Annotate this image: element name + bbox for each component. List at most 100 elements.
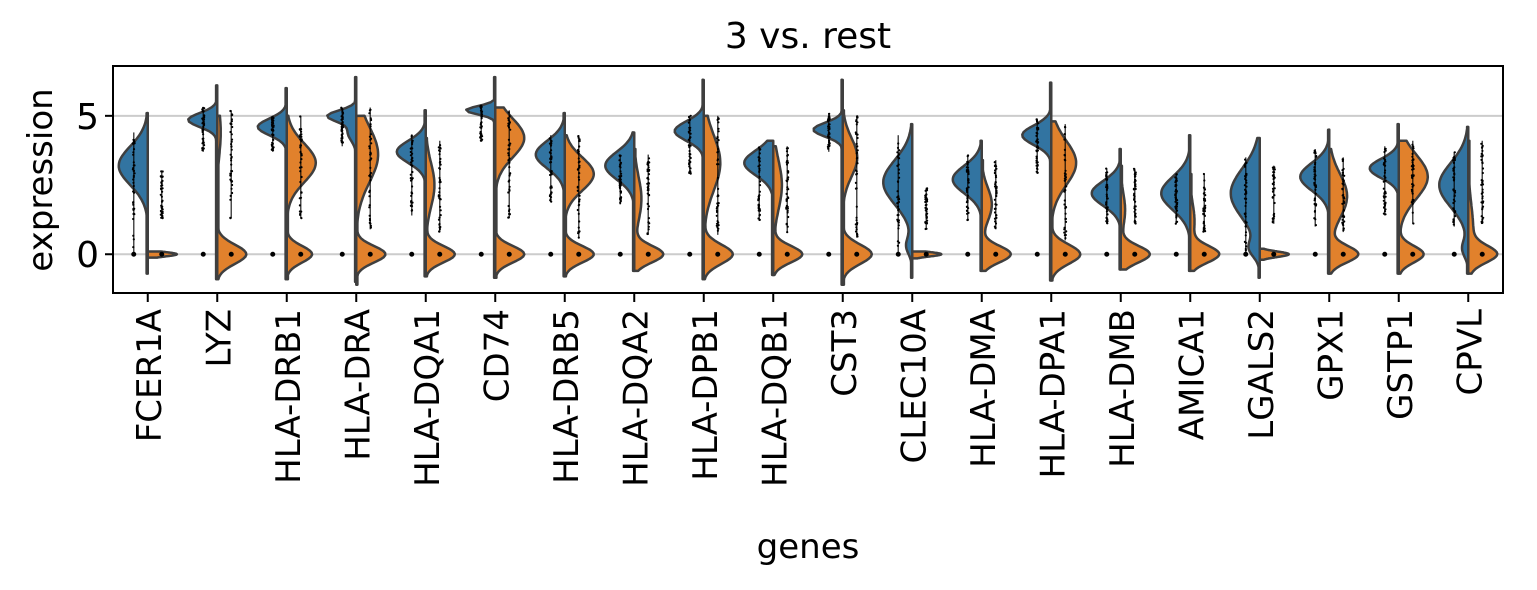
violin-HLA-DQA2 xyxy=(604,131,665,273)
violin-FCER1A xyxy=(117,111,179,275)
data-point xyxy=(367,251,373,257)
data-point xyxy=(131,251,137,257)
violin-half-rest xyxy=(1050,120,1082,282)
data-point xyxy=(645,251,651,257)
x-tick-label: HLA-DQA2 xyxy=(616,309,656,487)
data-point xyxy=(715,251,721,257)
violin-AMICA1 xyxy=(1160,133,1221,273)
x-tick-label: HLA-DQB1 xyxy=(755,309,795,487)
data-point xyxy=(1340,251,1346,257)
violin-half-group-3 xyxy=(117,111,149,275)
violin-half-rest xyxy=(355,114,387,286)
data-point xyxy=(1479,251,1485,257)
data-point xyxy=(298,251,304,257)
data-point xyxy=(687,251,693,257)
data-point xyxy=(437,251,443,257)
violin-CPVL xyxy=(1438,125,1499,275)
violin-HLA-DPB1 xyxy=(673,78,735,281)
violin-CST3 xyxy=(812,78,874,286)
data-point xyxy=(576,251,582,257)
violin-half-rest xyxy=(980,158,1013,273)
data-point xyxy=(270,251,276,257)
violin-GPX1 xyxy=(1299,128,1360,275)
data-point xyxy=(1451,251,1457,257)
x-tick-label: HLA-DRB1 xyxy=(269,309,309,484)
data-point xyxy=(965,251,971,257)
gridlines xyxy=(113,114,1503,256)
violin-LGALS2 xyxy=(1229,136,1291,280)
x-tick-label: CLEC10A xyxy=(894,309,934,463)
violin-half-rest xyxy=(1189,172,1221,273)
data-point xyxy=(895,251,901,257)
x-tick-label: GPX1 xyxy=(1311,309,1351,401)
data-point xyxy=(1312,251,1318,257)
data-point xyxy=(339,251,345,257)
violin-half-rest xyxy=(216,114,248,281)
data-point xyxy=(1243,251,1249,257)
violin-half-group-3 xyxy=(673,78,705,281)
violin-HLA-DQA1 xyxy=(395,109,457,278)
x-tick-label: CST3 xyxy=(825,309,865,397)
x-tick-label: HLA-DMA xyxy=(964,309,1004,468)
x-tick-label: HLA-DQA1 xyxy=(408,309,448,487)
plot-frame xyxy=(112,65,1504,294)
x-tick-label: HLA-DMB xyxy=(1103,309,1143,468)
violin-CLEC10A xyxy=(882,122,943,280)
violin-half-group-3 xyxy=(1021,81,1053,282)
violin-half-rest xyxy=(424,136,457,278)
x-tick-label: CPVL xyxy=(1450,309,1490,396)
violin-half-rest xyxy=(494,106,526,280)
x-tick-label: CD74 xyxy=(477,309,517,402)
data-point xyxy=(409,251,415,257)
data-point xyxy=(1104,251,1110,257)
data-point xyxy=(506,251,512,257)
data-point xyxy=(228,251,234,257)
x-tick-label: HLA-DRB5 xyxy=(547,309,587,484)
violin-half-rest xyxy=(1467,139,1499,275)
x-tick-label: FCER1A xyxy=(130,309,170,442)
x-tick-label: LGALS2 xyxy=(1242,309,1282,440)
y-tick-label: 5 xyxy=(76,97,99,138)
violin-half-rest xyxy=(563,133,596,278)
violin-half-rest xyxy=(633,147,665,273)
violin-LYZ xyxy=(187,84,248,281)
violin-half-rest xyxy=(1119,164,1152,271)
violins xyxy=(117,75,1499,286)
data-point xyxy=(1201,251,1207,257)
data-point xyxy=(548,251,554,257)
y-tick-label: 0 xyxy=(76,235,99,276)
violin-half-rest xyxy=(702,114,735,281)
violin-HLA-DMA xyxy=(951,139,1013,273)
data-point xyxy=(617,251,623,257)
data-point xyxy=(159,251,165,257)
data-point xyxy=(1271,251,1277,257)
violin-HLA-DQB1 xyxy=(743,139,804,277)
violin-half-rest xyxy=(772,145,804,277)
chart-title: 3 vs. rest xyxy=(725,16,891,57)
data-point xyxy=(923,251,929,257)
data-point xyxy=(826,251,832,257)
x-tick-label: LYZ xyxy=(199,309,239,368)
violin-HLA-DRB5 xyxy=(534,111,596,278)
violin-HLA-DRA xyxy=(326,75,387,286)
x-tick-label: AMICA1 xyxy=(1172,309,1212,440)
y-axis-label: expression xyxy=(21,88,61,271)
violin-HLA-DMB xyxy=(1090,147,1152,271)
y-axis: 05 xyxy=(76,97,113,276)
violin-HLA-DPA1 xyxy=(1021,81,1082,282)
x-tick-label: HLA-DRA xyxy=(338,309,378,461)
data-point xyxy=(784,251,790,257)
violin-CD74 xyxy=(465,75,526,280)
violin-GSTP1 xyxy=(1368,122,1430,275)
data-point xyxy=(1382,251,1388,257)
data-point xyxy=(200,251,206,257)
violin-half-rest xyxy=(1397,139,1430,275)
data-point xyxy=(1034,251,1040,257)
x-tick-label: GSTP1 xyxy=(1381,309,1421,420)
x-tick-label: HLA-DPA1 xyxy=(1033,309,1073,478)
x-axis-label: genes xyxy=(757,527,860,567)
violin-HLA-DRB1 xyxy=(256,86,318,281)
violin-half-rest xyxy=(841,109,874,286)
data-point xyxy=(1410,251,1416,257)
